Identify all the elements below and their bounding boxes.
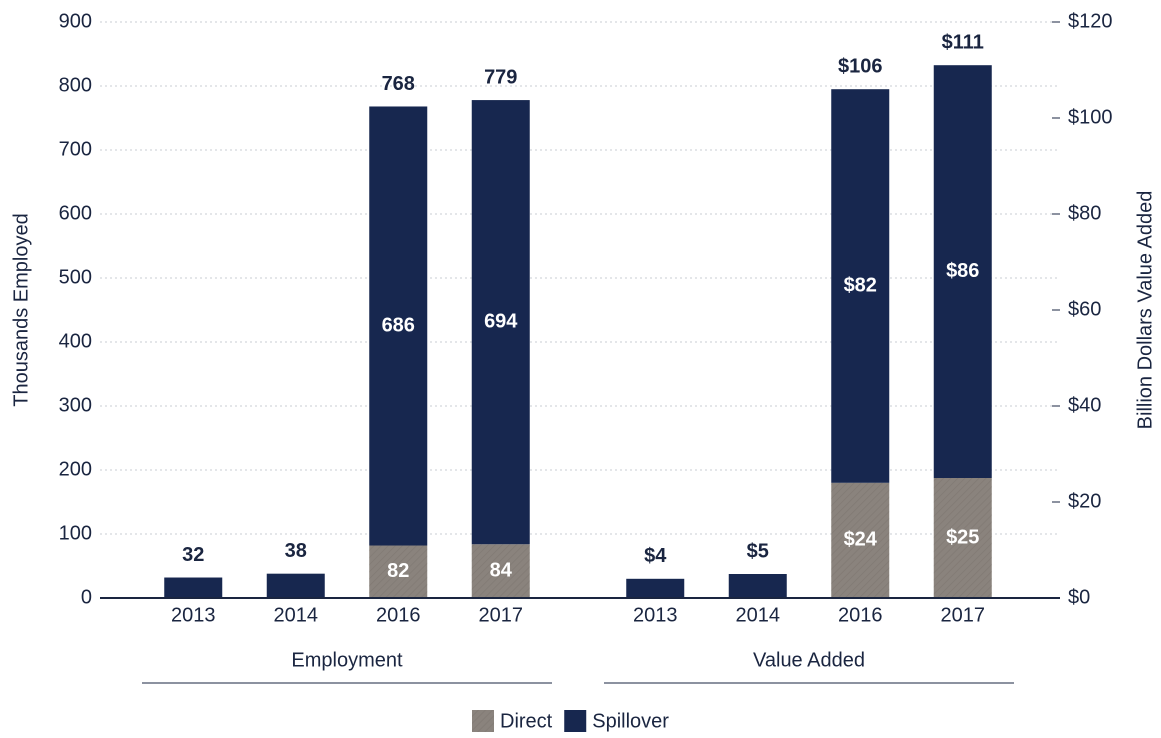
bar-segment — [266, 573, 325, 598]
y2-tick-label: $40 — [1068, 394, 1101, 416]
y2-tick-label: $100 — [1068, 106, 1113, 128]
bar-segment — [831, 89, 890, 483]
y2-tick-label: $120 — [1068, 10, 1113, 32]
bar-hatch — [831, 482, 890, 598]
bar-segment — [933, 65, 992, 478]
value-label: 686 — [382, 314, 415, 336]
bar-segment — [164, 577, 223, 598]
group-label: Value Added — [753, 649, 865, 671]
x-tick-label: 2013 — [171, 604, 216, 626]
y-axis-label: Thousands Employed — [10, 213, 32, 406]
legend-hatch — [472, 710, 494, 732]
y-tick-label: 0 — [81, 586, 92, 608]
total-label: $111 — [942, 31, 984, 53]
x-tick-label: 2016 — [376, 604, 421, 626]
legend-label: Spillover — [592, 710, 669, 732]
total-label: $106 — [838, 55, 883, 77]
y-tick-label: 700 — [59, 138, 92, 160]
bar-segment — [728, 574, 787, 598]
x-tick-label: 2017 — [479, 604, 524, 626]
legend-label: Direct — [500, 710, 553, 732]
bar-hatch — [471, 544, 530, 598]
value-label: $24 — [844, 529, 878, 551]
total-label: 32 — [182, 544, 204, 566]
group-label: Employment — [291, 649, 403, 671]
bar-segment — [471, 100, 530, 545]
y-tick-label: 100 — [59, 522, 92, 544]
y-tick-label: 300 — [59, 394, 92, 416]
y-tick-label: 800 — [59, 74, 92, 96]
bar-segment — [626, 578, 685, 598]
y-tick-label: 500 — [59, 266, 92, 288]
y-tick-label: 200 — [59, 458, 92, 480]
total-label: 768 — [382, 73, 415, 95]
value-label: 694 — [484, 310, 518, 332]
y-tick-label: 900 — [59, 10, 92, 32]
y2-tick-label: $80 — [1068, 202, 1101, 224]
y-tick-label: 400 — [59, 330, 92, 352]
bar-segment — [369, 106, 428, 546]
x-tick-label: 2013 — [633, 604, 678, 626]
x-tick-label: 2014 — [736, 604, 781, 626]
y-tick-label: 600 — [59, 202, 92, 224]
bar-hatch — [933, 478, 992, 598]
y2-tick-label: $20 — [1068, 490, 1101, 512]
bar-hatch — [369, 545, 428, 598]
y2-axis-label: Billion Dollars Value Added — [1134, 191, 1156, 430]
x-tick-label: 2017 — [941, 604, 986, 626]
value-label: 82 — [387, 560, 409, 582]
value-label: $25 — [946, 526, 979, 548]
y2-tick-label: $60 — [1068, 298, 1101, 320]
value-label: 84 — [490, 559, 513, 581]
legend-swatch — [564, 710, 587, 732]
total-label: $4 — [644, 545, 667, 567]
total-label: 779 — [484, 66, 517, 88]
value-label: $82 — [844, 274, 877, 296]
y2-tick-label: $0 — [1068, 586, 1090, 608]
value-label: $86 — [946, 260, 979, 282]
total-label: $5 — [747, 540, 769, 562]
x-tick-label: 2014 — [274, 604, 319, 626]
x-tick-label: 2016 — [838, 604, 883, 626]
total-label: 38 — [285, 540, 307, 562]
